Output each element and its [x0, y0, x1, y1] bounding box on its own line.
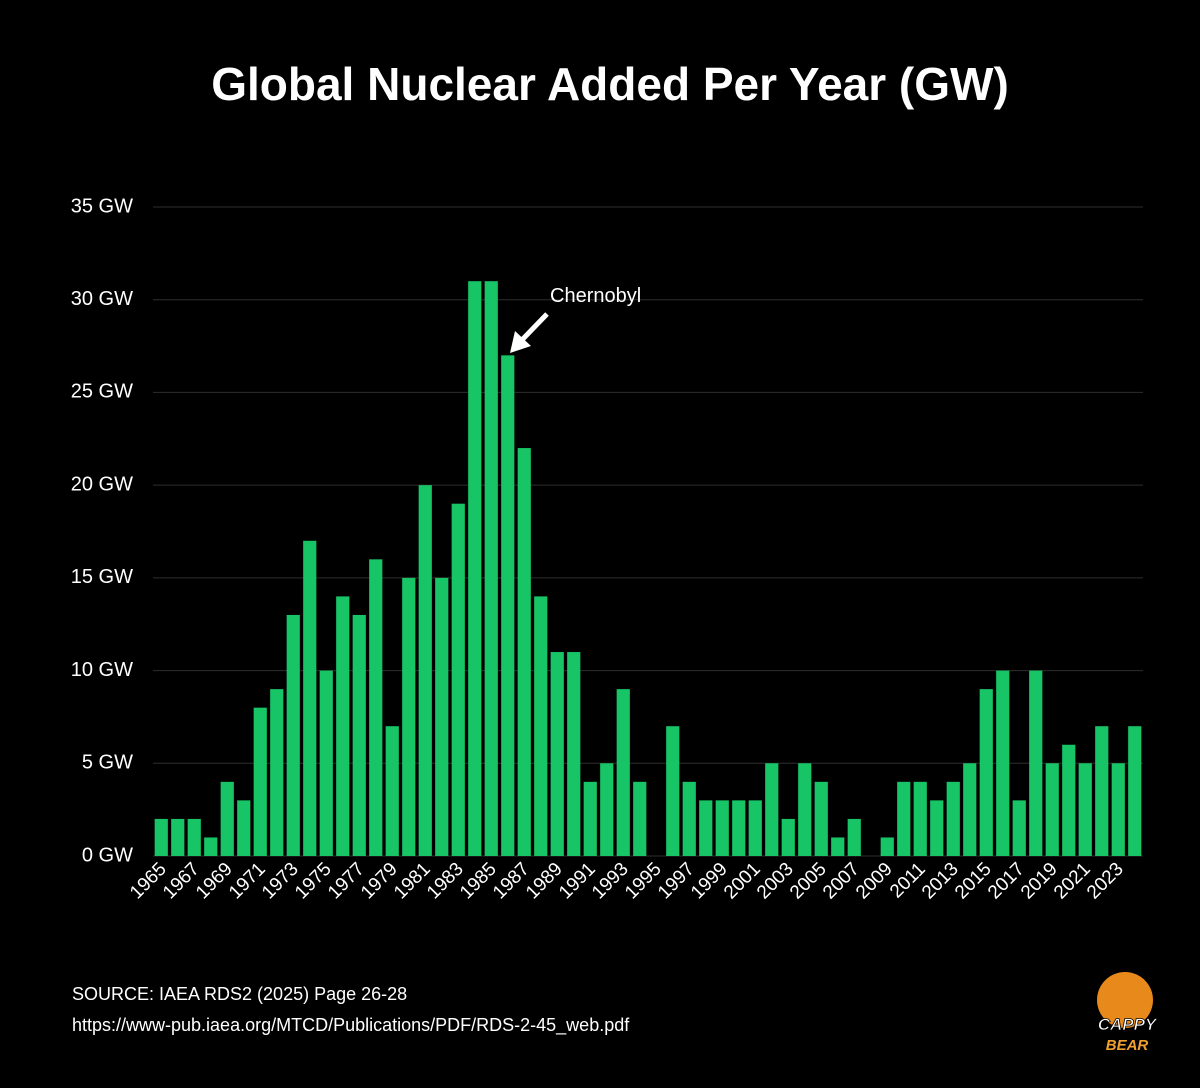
bar [204, 837, 218, 856]
bar [699, 800, 713, 856]
bar [468, 281, 482, 857]
y-tick-label: 30 GW [71, 288, 133, 310]
bar [171, 818, 185, 856]
bar [336, 596, 350, 856]
bar [583, 781, 597, 856]
logo-text: CAPPY [1098, 1015, 1158, 1034]
y-tick-label: 35 GW [71, 195, 133, 217]
bar [616, 689, 630, 856]
bar [369, 559, 383, 856]
logo: CAPPY BEAR [1097, 972, 1158, 1054]
bar [748, 800, 762, 856]
bar [385, 726, 399, 856]
annotation: Chernobyl [550, 285, 641, 307]
bar [963, 763, 977, 856]
bar [666, 726, 680, 856]
annotation-arrow [510, 312, 549, 353]
y-tick-label: 25 GW [71, 381, 133, 403]
bar [979, 689, 993, 856]
bar [1128, 726, 1142, 856]
bar [847, 818, 861, 856]
bar [765, 763, 779, 856]
bar [633, 781, 647, 856]
bar [501, 355, 515, 856]
source-line: SOURCE: IAEA RDS2 (2025) Page 26-28 [72, 984, 407, 1004]
chart-title: Global Nuclear Added Per Year (GW) [211, 58, 1009, 110]
bar [913, 781, 927, 856]
bar [187, 818, 201, 856]
y-tick-label: 0 GW [82, 844, 133, 866]
bar [534, 596, 548, 856]
bar [253, 707, 267, 856]
bar [715, 800, 729, 856]
bar [831, 837, 845, 856]
y-tick-label: 15 GW [71, 566, 133, 588]
bar [1095, 726, 1109, 856]
bar [550, 652, 564, 856]
bar [781, 818, 795, 856]
logo-badge [1097, 972, 1153, 1028]
bar [1111, 763, 1125, 856]
bar [798, 763, 812, 856]
bar [996, 670, 1010, 856]
y-tick-label: 20 GW [71, 473, 133, 495]
bar [1045, 763, 1059, 856]
bar [600, 763, 614, 856]
bar [897, 781, 911, 856]
bar [451, 503, 465, 856]
bar [286, 614, 300, 856]
y-tick-label: 5 GW [82, 752, 133, 774]
bar [930, 800, 944, 856]
source-url: https://www-pub.iaea.org/MTCD/Publicatio… [72, 1015, 630, 1036]
logo-text: BEAR [1106, 1037, 1149, 1054]
bar [814, 781, 828, 856]
bar [237, 800, 251, 856]
bar [880, 837, 894, 856]
bar [484, 281, 498, 857]
bar [418, 485, 432, 856]
bar [154, 818, 168, 856]
bar [352, 614, 366, 856]
bar [1062, 744, 1076, 856]
bar [435, 577, 449, 856]
y-tick-label: 10 GW [71, 659, 133, 681]
bar [1029, 670, 1043, 856]
bar [567, 652, 581, 856]
bar [402, 577, 416, 856]
bar [1012, 800, 1026, 856]
bar [319, 670, 333, 856]
bar [732, 800, 746, 856]
bar [303, 540, 317, 856]
bar [946, 781, 960, 856]
bar [682, 781, 696, 856]
bar [270, 689, 284, 856]
bar [517, 448, 531, 856]
bar [1078, 763, 1092, 856]
bar [220, 781, 234, 856]
